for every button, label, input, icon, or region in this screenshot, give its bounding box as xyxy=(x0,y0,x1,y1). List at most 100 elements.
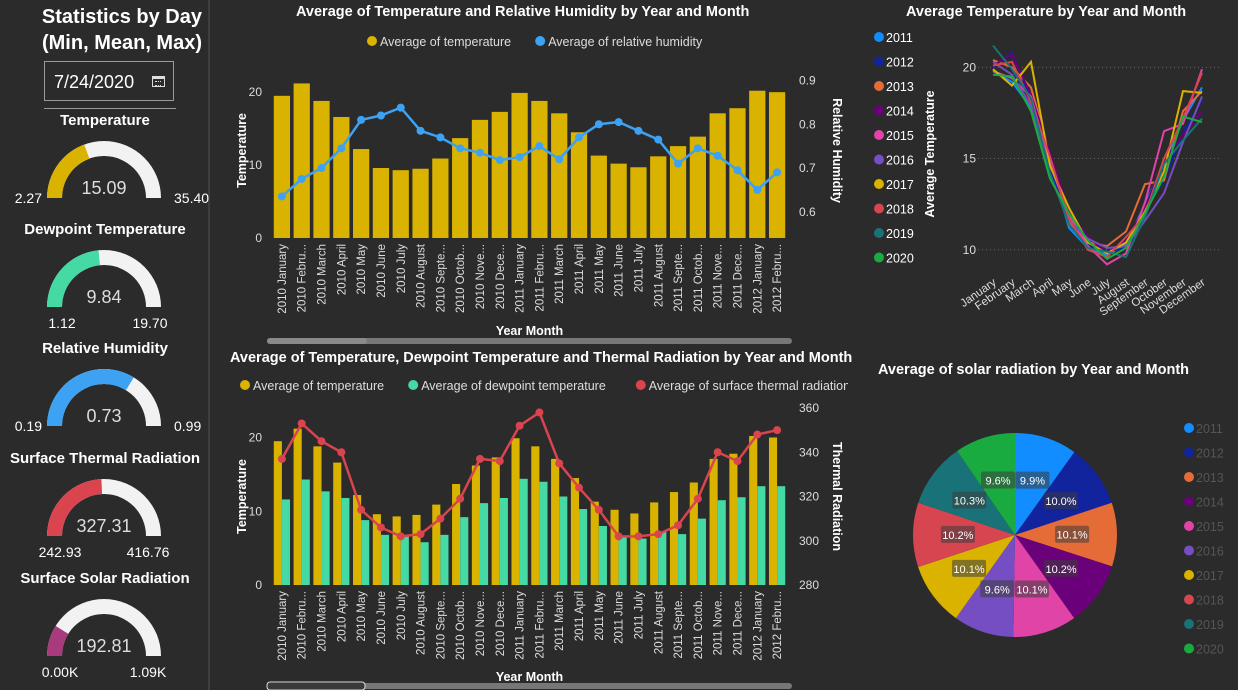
bar[interactable] xyxy=(333,462,342,585)
data-point[interactable] xyxy=(614,118,623,127)
data-point[interactable] xyxy=(475,148,484,157)
legend-label[interactable]: 2020 xyxy=(886,252,914,266)
data-point[interactable] xyxy=(396,532,405,541)
bar[interactable] xyxy=(499,497,508,585)
bar[interactable] xyxy=(460,517,469,585)
series-line[interactable] xyxy=(992,59,1203,255)
bar[interactable] xyxy=(610,509,619,585)
bar[interactable] xyxy=(511,92,528,238)
legend-label[interactable]: Average of surface thermal radiation xyxy=(649,379,848,393)
bar[interactable] xyxy=(749,436,758,585)
bar[interactable] xyxy=(590,155,607,238)
bar[interactable] xyxy=(511,438,520,585)
series-line[interactable] xyxy=(992,73,1203,261)
legend-label[interactable]: 2011 xyxy=(886,31,913,45)
data-point[interactable] xyxy=(317,164,326,172)
data-point[interactable] xyxy=(297,174,306,183)
data-point[interactable] xyxy=(436,514,445,523)
legend-label[interactable]: 2017 xyxy=(1196,569,1224,583)
legend-label[interactable]: 2015 xyxy=(1196,520,1224,534)
data-point[interactable] xyxy=(594,505,603,514)
bar[interactable] xyxy=(293,428,302,585)
bar[interactable] xyxy=(293,83,310,239)
bar[interactable] xyxy=(420,542,429,585)
bar[interactable] xyxy=(749,90,766,238)
bar[interactable] xyxy=(273,95,291,238)
scrollbar-track[interactable] xyxy=(267,338,792,344)
bar[interactable] xyxy=(341,497,350,585)
data-point[interactable] xyxy=(575,133,584,142)
data-point[interactable] xyxy=(297,419,306,428)
bar[interactable] xyxy=(579,509,588,585)
data-point[interactable] xyxy=(634,532,643,541)
bar[interactable] xyxy=(768,92,786,239)
data-point[interactable] xyxy=(277,454,286,463)
data-point[interactable] xyxy=(277,192,286,201)
bar[interactable] xyxy=(471,465,480,585)
legend-label[interactable]: 2011 xyxy=(1196,422,1223,436)
bar[interactable] xyxy=(757,486,766,585)
bar[interactable] xyxy=(491,111,508,238)
calendar-icon[interactable] xyxy=(152,76,165,87)
data-point[interactable] xyxy=(456,494,465,503)
data-point[interactable] xyxy=(654,530,663,539)
legend-label[interactable]: 2019 xyxy=(886,227,914,241)
data-point[interactable] xyxy=(495,457,504,466)
data-point[interactable] xyxy=(594,120,603,129)
data-point[interactable] xyxy=(555,459,564,468)
legend-label[interactable]: 2014 xyxy=(886,105,914,119)
data-point[interactable] xyxy=(376,111,385,120)
data-point[interactable] xyxy=(515,421,524,430)
data-point[interactable] xyxy=(416,126,425,135)
data-point[interactable] xyxy=(654,135,663,144)
bar[interactable] xyxy=(392,170,409,238)
bar[interactable] xyxy=(729,453,738,585)
bar[interactable] xyxy=(353,149,370,238)
bar[interactable] xyxy=(650,502,659,585)
bar[interactable] xyxy=(658,531,667,585)
bar[interactable] xyxy=(400,535,409,585)
bar[interactable] xyxy=(333,116,350,238)
data-point[interactable] xyxy=(337,448,346,457)
bar[interactable] xyxy=(301,479,310,585)
bar[interactable] xyxy=(372,514,381,585)
bar[interactable] xyxy=(551,113,568,238)
bar[interactable] xyxy=(559,496,568,586)
data-point[interactable] xyxy=(475,454,484,463)
bar[interactable] xyxy=(412,168,429,238)
data-point[interactable] xyxy=(773,426,782,435)
data-point[interactable] xyxy=(357,505,366,514)
data-point[interactable] xyxy=(436,133,445,142)
bar[interactable] xyxy=(638,538,647,585)
series-line[interactable] xyxy=(992,61,1203,249)
bar[interactable] xyxy=(531,446,540,585)
legend-label[interactable]: 2013 xyxy=(886,80,914,94)
data-point[interactable] xyxy=(773,168,782,177)
legend-label[interactable]: Average of relative humidity xyxy=(548,35,703,49)
data-point[interactable] xyxy=(733,166,742,175)
scrollbar-thumb[interactable] xyxy=(267,683,365,689)
bar[interactable] xyxy=(361,520,370,585)
bar[interactable] xyxy=(551,458,560,585)
legend-label[interactable]: 2018 xyxy=(1196,594,1224,608)
legend-label[interactable]: 2018 xyxy=(886,203,914,217)
bar[interactable] xyxy=(452,138,469,238)
data-point[interactable] xyxy=(357,115,366,124)
date-slider-track[interactable] xyxy=(44,108,176,109)
scrollbar-thumb[interactable] xyxy=(267,338,367,344)
data-point[interactable] xyxy=(515,153,524,162)
legend-label[interactable]: 2020 xyxy=(1196,643,1224,657)
bar[interactable] xyxy=(321,491,330,585)
data-point[interactable] xyxy=(693,494,702,503)
data-point[interactable] xyxy=(693,144,702,153)
data-point[interactable] xyxy=(317,437,326,446)
data-point[interactable] xyxy=(396,103,405,112)
bar[interactable] xyxy=(669,146,687,238)
legend-label[interactable]: 2013 xyxy=(1196,471,1224,485)
bar[interactable] xyxy=(610,163,627,238)
bar[interactable] xyxy=(709,113,726,238)
bar[interactable] xyxy=(412,514,421,585)
legend-label[interactable]: 2012 xyxy=(1196,447,1224,461)
bar[interactable] xyxy=(471,119,489,238)
legend-label[interactable]: Average of temperature xyxy=(380,35,511,49)
